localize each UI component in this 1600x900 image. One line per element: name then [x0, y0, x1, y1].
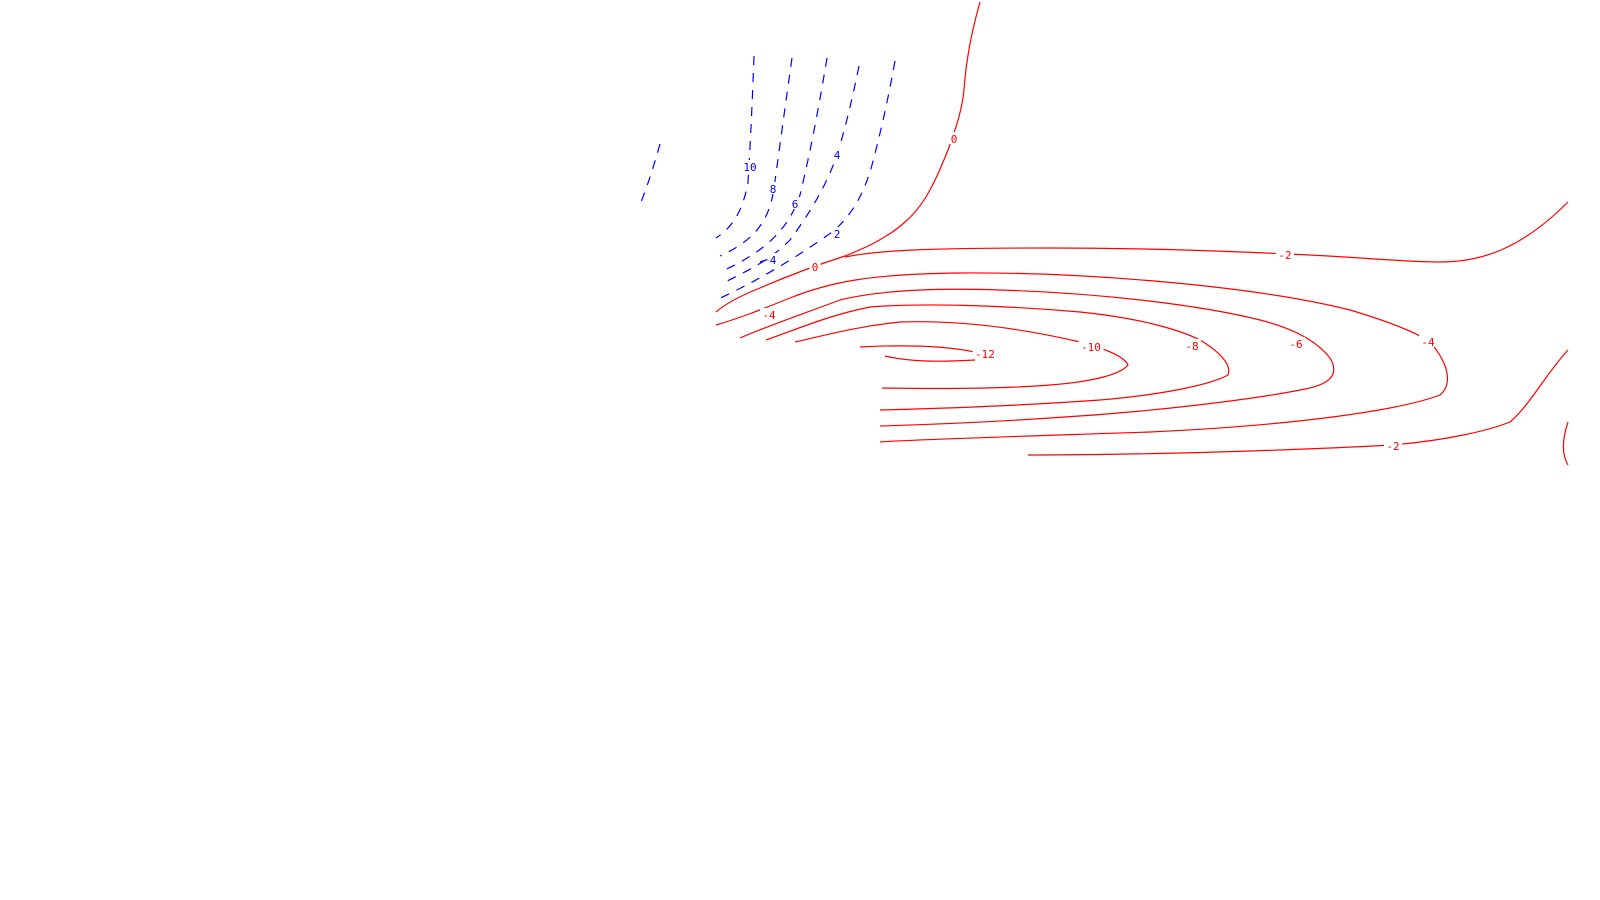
contour-label-2: 2 [834, 228, 841, 241]
contour-label-gap [831, 148, 843, 160]
contour-labels: 10 8 6 4 4 2 0 0 -2 -2 -4 -4 -6 -8 -10 -12 [741, 132, 1437, 453]
contour-label-gap [741, 160, 759, 172]
contour-label-6: 6 [792, 198, 799, 211]
contour-line-neg10-14 [794, 321, 1129, 390]
contour-label-0: 0 [951, 133, 958, 146]
contour-line-4-5 [759, 255, 779, 263]
contour-line-neg2-10 [1562, 421, 1569, 466]
contour-label-neg2: -2 [1278, 249, 1291, 262]
contour-label-neg10: -10 [1081, 341, 1101, 354]
contour-label-neg2: -2 [1386, 440, 1399, 453]
contour-line-6-3 [719, 57, 828, 273]
contour-label-gap [1384, 439, 1402, 451]
contour-label-neg4: -4 [1421, 336, 1435, 349]
contour-label-gap [767, 253, 779, 265]
contour-line-8-2 [719, 57, 793, 257]
contour-line-neg4-11 [715, 272, 1448, 443]
contour-line-neg6-12 [739, 288, 1335, 427]
contour-label-neg6: -6 [1289, 338, 1302, 351]
contour-label-10: 10 [743, 161, 756, 174]
contour-label-neg12: -12 [975, 348, 995, 361]
contour-label-gap [1276, 248, 1294, 260]
contour-label-gap [1078, 340, 1104, 352]
contour-label-4: 4 [834, 149, 841, 162]
contour-line-10-1 [638, 143, 661, 208]
contour-label-gap [948, 132, 960, 144]
contour-label-gap [760, 308, 778, 320]
contour-lines [638, 1, 1569, 466]
contour-label-4: 4 [770, 254, 777, 267]
contour-label-gap [809, 260, 821, 272]
contour-label-neg8: -8 [1185, 340, 1198, 353]
contour-line-neg12-15 [859, 345, 976, 353]
contour-label-gap [1419, 335, 1437, 347]
contour-line-2-6 [715, 60, 896, 301]
contour-label-0: 0 [812, 261, 819, 274]
contour-label-gap [1183, 339, 1201, 351]
contour-line-neg8-13 [765, 304, 1230, 411]
contour-label-gap [831, 227, 843, 239]
contour-label-gap [789, 197, 801, 209]
contour-label-gap [972, 347, 998, 359]
contour-line-neg12-16 [884, 355, 976, 362]
contour-line-0-7 [715, 1, 981, 313]
contour-line-neg2-8 [844, 201, 1569, 263]
contour-label-neg4: -4 [762, 309, 776, 322]
contour-label-gap [1287, 337, 1305, 349]
contour-label-gap [767, 182, 779, 194]
contour-line-10-0 [715, 55, 755, 239]
contour-label-8: 8 [770, 183, 777, 196]
